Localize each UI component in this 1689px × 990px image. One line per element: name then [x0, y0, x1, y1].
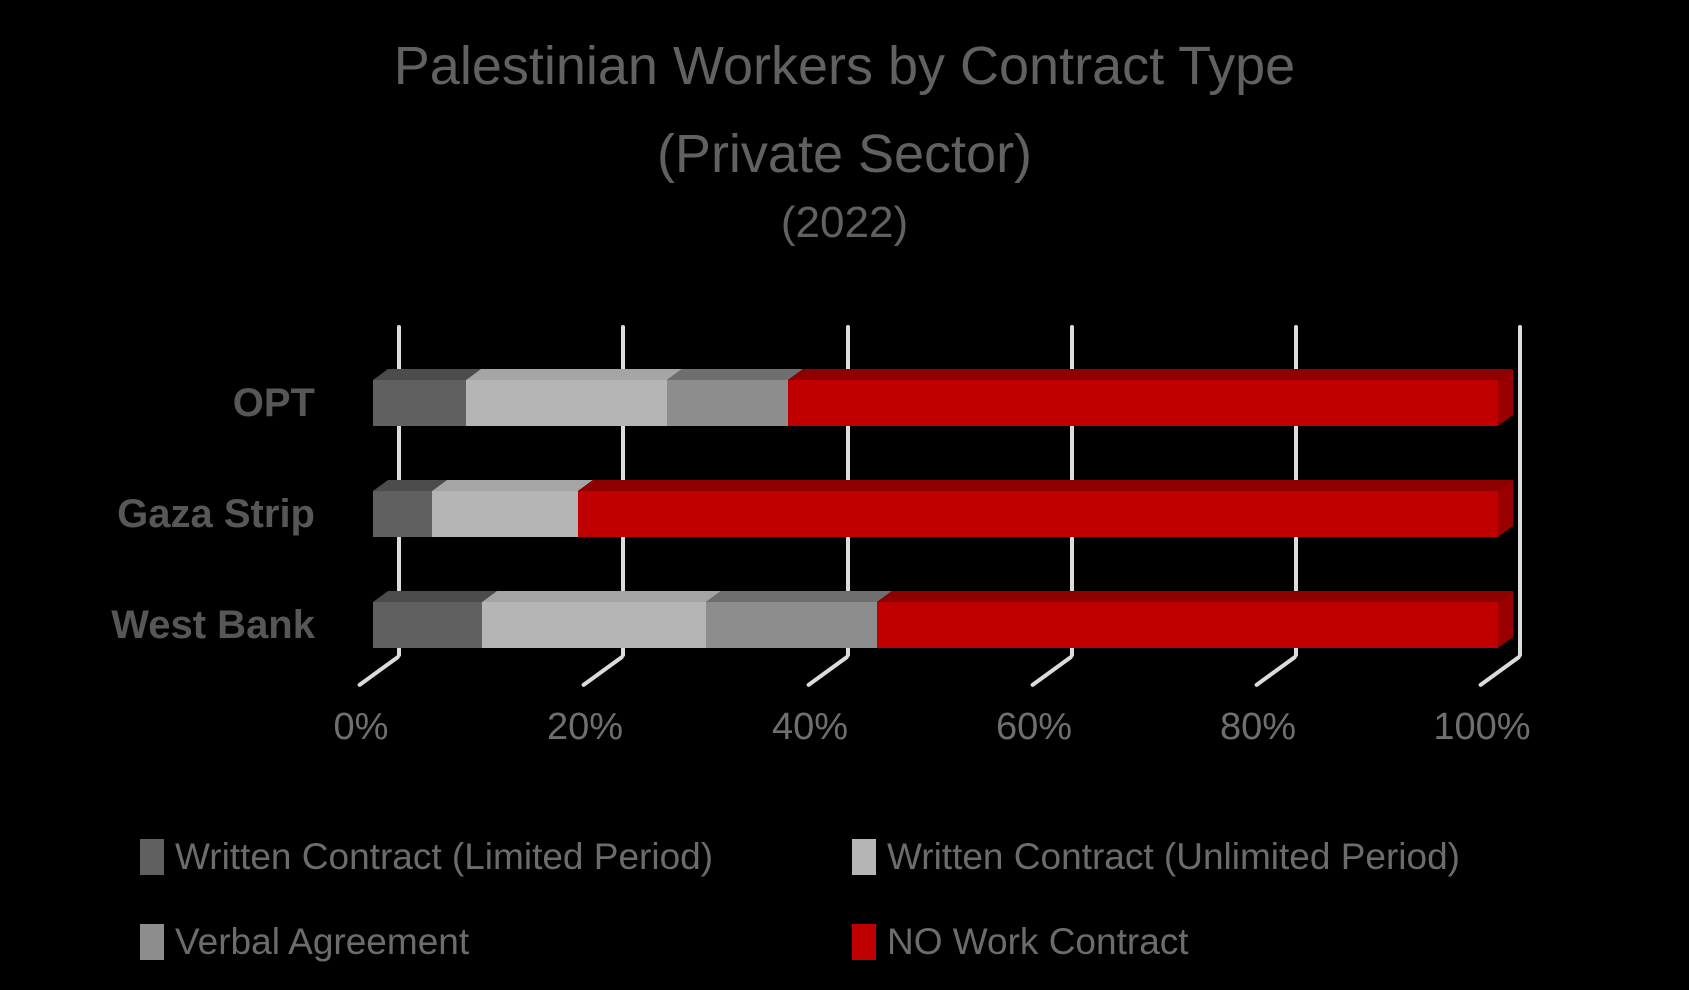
segment-top-gaza-strip-written-contract-unlimited-period: [431, 480, 593, 491]
bar-top-face-gaza-strip: [373, 480, 1513, 491]
segment-gaza-strip-written-contract-unlimited-period: [431, 491, 578, 537]
legend-swatch-verbal-agreement: [140, 924, 164, 960]
segment-west-bank-written-contract-unlimited-period: [482, 602, 706, 648]
bar-west-bank: [373, 602, 1498, 648]
legend-label-no-work-contract: NO Work Contract: [887, 921, 1189, 962]
segment-top-west-bank-written-contract-limited-period: [373, 591, 498, 602]
legend-label-written-contract-limited-period: Written Contract (Limited Period): [175, 836, 714, 877]
segment-top-gaza-strip-no-work-contract: [577, 480, 1513, 491]
title-line-2: (Private Sector): [656, 124, 1033, 184]
axis-tick-20%: [580, 654, 625, 688]
legend-swatch-written-contract-limited-period: [140, 839, 164, 875]
bar-gaza-strip: [373, 491, 1498, 537]
bar-top-face-west-bank: [373, 591, 1513, 602]
segment-top-west-bank-no-work-contract: [877, 591, 1513, 602]
segment-top-opt-written-contract-limited-period: [373, 369, 482, 380]
segment-top-opt-no-work-contract: [788, 369, 1513, 380]
axis-tick-40%: [805, 654, 850, 688]
gridline-100%: [1518, 325, 1522, 657]
title-line-1: Palestinian Workers by Contract Type: [393, 36, 1296, 96]
segment-gaza-strip-no-work-contract: [577, 491, 1498, 537]
legend-item-written-contract-unlimited-period: Written Contract (Unlimited Period): [852, 835, 1460, 879]
legend-item-verbal-agreement: Verbal Agreement: [140, 920, 469, 964]
axis-tick-100%: [1477, 654, 1522, 688]
segment-west-bank-verbal-agreement: [706, 602, 877, 648]
category-label-gaza-strip: Gaza Strip: [117, 492, 315, 536]
x-axis-label-20%: 20%: [546, 706, 624, 748]
segment-west-bank-written-contract-limited-period: [373, 602, 483, 648]
legend-label-written-contract-unlimited-period: Written Contract (Unlimited Period): [887, 836, 1460, 877]
x-axis-label-40%: 40%: [771, 706, 849, 748]
x-axis-label-100%: 100%: [1433, 706, 1531, 748]
axis-tick-80%: [1253, 654, 1298, 688]
segment-opt-verbal-agreement: [666, 380, 789, 426]
x-axis-label-60%: 60%: [995, 706, 1073, 748]
x-axis-label-80%: 80%: [1219, 706, 1297, 748]
bar-opt: [373, 380, 1498, 426]
segment-top-west-bank-verbal-agreement: [706, 591, 892, 602]
category-label-west-bank: West Bank: [111, 603, 315, 647]
axis-tick-0%: [356, 654, 401, 688]
legend-label-verbal-agreement: Verbal Agreement: [175, 921, 470, 962]
legend-swatch-no-work-contract: [852, 924, 876, 960]
segment-opt-written-contract-limited-period: [373, 380, 467, 426]
bar-top-face-opt: [373, 369, 1513, 380]
segment-top-west-bank-written-contract-unlimited-period: [482, 591, 721, 602]
title-line-3: (2022): [780, 198, 909, 247]
legend-swatch-written-contract-unlimited-period: [852, 839, 876, 875]
segment-west-bank-no-work-contract: [877, 602, 1498, 648]
segment-top-opt-verbal-agreement: [666, 369, 804, 380]
legend-item-no-work-contract: NO Work Contract: [852, 920, 1189, 964]
x-axis-label-0%: 0%: [333, 706, 389, 748]
segment-opt-written-contract-unlimited-period: [466, 380, 667, 426]
segment-gaza-strip-written-contract-limited-period: [373, 491, 432, 537]
legend-item-written-contract-limited-period: Written Contract (Limited Period): [140, 835, 713, 879]
segment-top-opt-written-contract-unlimited-period: [466, 369, 682, 380]
axis-tick-60%: [1029, 654, 1074, 688]
segment-opt-no-work-contract: [788, 380, 1498, 426]
category-label-opt: OPT: [232, 381, 315, 425]
